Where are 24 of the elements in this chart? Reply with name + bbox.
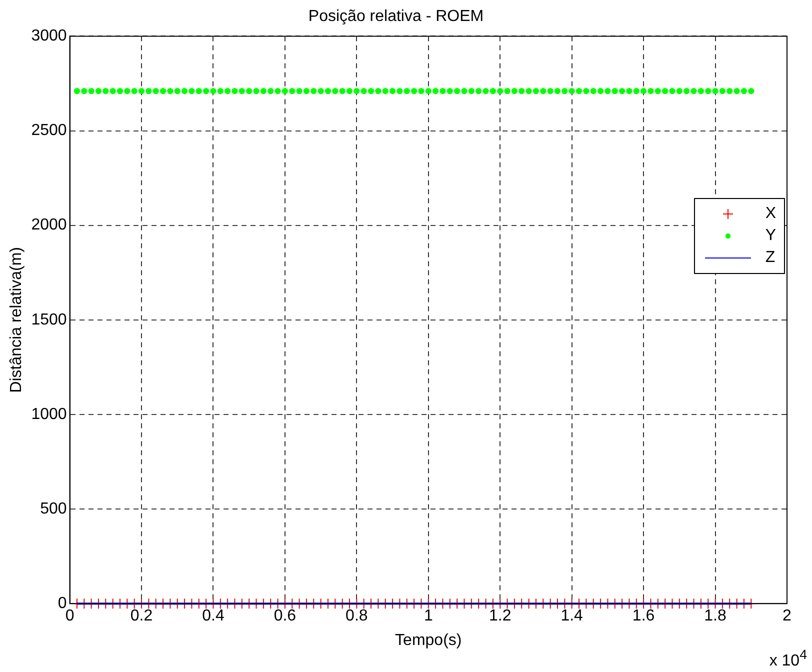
x-tick-label: 1.4 bbox=[560, 608, 584, 625]
y-tick-label: 1500 bbox=[31, 311, 67, 328]
x-tick-label: 0.4 bbox=[202, 608, 224, 625]
x-tick-label: 0.8 bbox=[346, 608, 368, 625]
x-tick-label: 1.2 bbox=[488, 608, 512, 625]
y-tick-label: 3000 bbox=[31, 28, 67, 45]
chart-title: Posição relativa - ROEM bbox=[308, 8, 484, 26]
x-tick-label: 0.2 bbox=[130, 608, 153, 625]
x-axis-title: Tempo(s) bbox=[395, 632, 462, 649]
x-tick-label: 2 bbox=[782, 608, 792, 625]
text: x 10$^{4}$ bbox=[769, 646, 807, 670]
y-tick-label: 0 bbox=[58, 595, 67, 612]
legend-label: X bbox=[765, 204, 776, 223]
y-tick-label: 2500 bbox=[31, 122, 67, 140]
y-tick-label: 500 bbox=[40, 500, 67, 518]
y-tick-label: 1000 bbox=[31, 406, 67, 423]
x-tick-label: 1 bbox=[424, 608, 433, 625]
x-tick-label: 0.6 bbox=[274, 608, 296, 625]
x-tick-label: 1.6 bbox=[632, 608, 655, 625]
legend-label: Y bbox=[765, 226, 776, 245]
legend-label: Z bbox=[765, 248, 776, 267]
y-axis-title: Distância relativa(m) bbox=[8, 246, 26, 393]
y-tick-label: 2000 bbox=[31, 216, 67, 234]
x-tick-label: 1.8 bbox=[704, 608, 726, 625]
